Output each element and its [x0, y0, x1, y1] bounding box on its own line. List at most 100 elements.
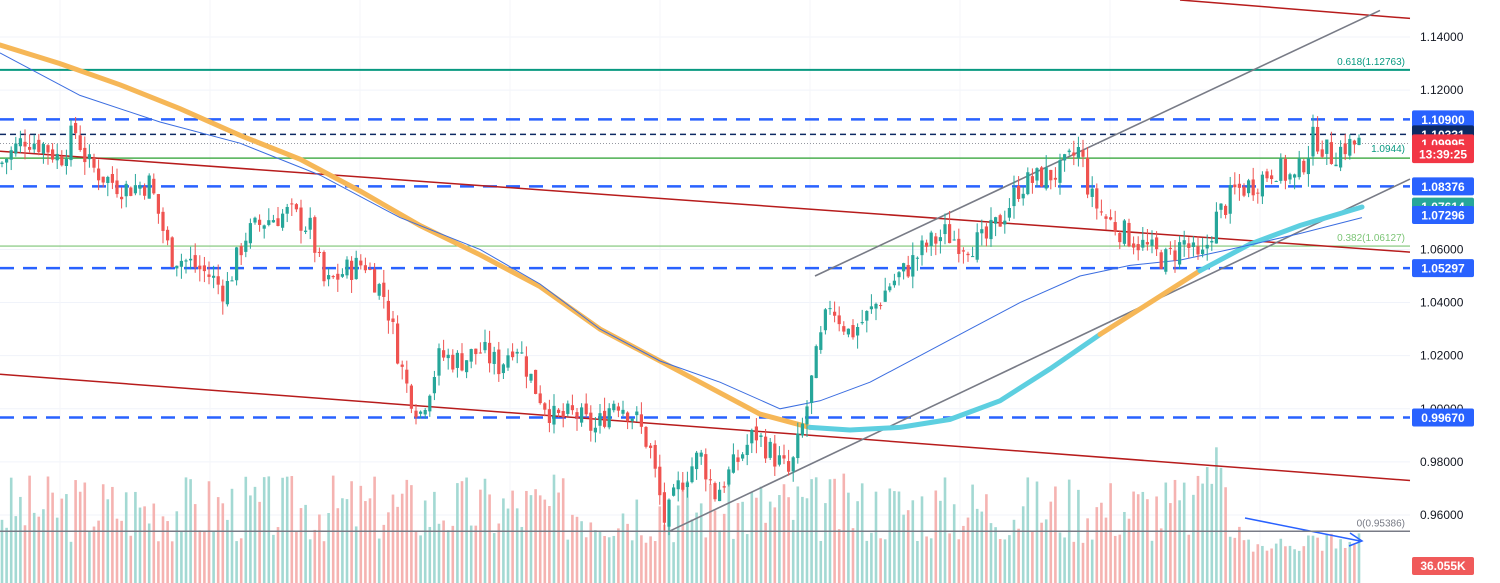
- volume-bar: [888, 488, 892, 583]
- volume-bar: [373, 476, 376, 583]
- candle-body: [1155, 237, 1159, 250]
- volume-bar: [216, 497, 220, 583]
- candle-body: [1219, 203, 1223, 210]
- candle-body: [92, 158, 96, 168]
- volume-bar: [368, 498, 372, 583]
- volume-bar: [1132, 491, 1135, 583]
- price-badge-label: 1.07296: [1421, 209, 1465, 223]
- y-tick-label: 1.06000: [1420, 242, 1464, 256]
- candle-body: [336, 273, 340, 280]
- volume-bar: [939, 500, 942, 583]
- fib-level-label: 0.618(1.12763): [1337, 57, 1405, 68]
- volume-bar: [925, 536, 928, 583]
- volume-bar: [851, 528, 855, 583]
- volume-bar: [980, 511, 984, 583]
- price-badge-label: 13:39:25: [1419, 148, 1467, 162]
- volume-bar: [1192, 494, 1195, 583]
- candle-body: [1049, 169, 1053, 181]
- candle-body: [547, 409, 551, 423]
- volume-bar: [83, 482, 87, 583]
- volume-bar: [557, 492, 560, 583]
- volume-bar: [722, 513, 726, 583]
- volume-bar: [607, 537, 611, 583]
- candle-body: [221, 285, 225, 302]
- candle-body: [975, 232, 979, 260]
- candle-body: [258, 219, 262, 225]
- volume-bar: [745, 534, 749, 583]
- volume-bar: [1224, 487, 1227, 583]
- candle-body: [78, 135, 82, 151]
- volume-bar: [603, 536, 606, 583]
- candle-body: [1072, 152, 1076, 156]
- candle-body: [1127, 222, 1131, 247]
- volume-bar: [552, 474, 556, 583]
- candle-body: [837, 315, 841, 325]
- volume-bar: [1261, 545, 1264, 583]
- candle-body: [1302, 160, 1306, 173]
- candle-body: [704, 454, 708, 480]
- volume-bar: [1169, 503, 1172, 583]
- candle-body: [791, 457, 795, 472]
- candle-body: [1003, 220, 1007, 225]
- volume-bar: [732, 538, 735, 583]
- volume-bar: [92, 526, 96, 583]
- candle-body: [478, 352, 482, 354]
- volume-bar: [465, 477, 468, 583]
- candle-body: [520, 352, 524, 354]
- volume-bar: [1104, 517, 1108, 583]
- candle-body: [400, 364, 404, 367]
- candle-body: [1104, 216, 1108, 219]
- price-axis: 1.140001.120001.060001.040001.020001.000…: [1412, 30, 1474, 575]
- volume-bar: [575, 516, 579, 583]
- volume-bar: [1003, 539, 1007, 583]
- volume-bar: [235, 541, 238, 583]
- volume-bar: [1288, 545, 1292, 583]
- candle-body: [285, 206, 289, 214]
- candle-body: [69, 125, 73, 161]
- candle-body: [1012, 187, 1016, 207]
- candle-body: [230, 280, 234, 282]
- descending-trendline-lower: [0, 373, 1411, 482]
- volume-bar: [488, 494, 491, 583]
- candle-body: [331, 276, 335, 278]
- volume-bar: [1150, 540, 1154, 583]
- candle-body: [865, 310, 869, 321]
- volume-bar: [193, 504, 197, 583]
- candle-body: [879, 305, 883, 307]
- candle-body: [156, 194, 160, 214]
- candle-body: [1343, 143, 1347, 155]
- candle-body: [810, 375, 814, 403]
- candle-body: [1145, 242, 1149, 245]
- candle-body: [354, 257, 358, 280]
- volume-bar: [1251, 551, 1255, 583]
- candle-body: [469, 349, 473, 362]
- candle-body: [1132, 243, 1136, 248]
- volume-bar: [0, 519, 4, 583]
- volume-bar: [203, 530, 206, 583]
- candle-body: [1306, 158, 1310, 175]
- volume-bar: [612, 535, 616, 583]
- candle-body: [175, 265, 179, 269]
- candle-body: [60, 156, 64, 166]
- candle-body: [961, 250, 965, 252]
- volume-bar: [727, 473, 731, 583]
- candle-body: [419, 411, 423, 414]
- candle-body: [1329, 142, 1333, 164]
- volume-bar: [474, 525, 478, 583]
- candle-body: [1187, 243, 1191, 248]
- volume-bar: [640, 535, 643, 583]
- candle-body: [363, 265, 367, 271]
- volume-bar: [713, 510, 717, 583]
- volume-bar: [957, 539, 961, 583]
- volume-bar: [676, 505, 680, 583]
- volume-bar: [258, 501, 261, 583]
- volume-bar: [502, 498, 505, 583]
- candle-body: [1136, 244, 1140, 251]
- candle-body: [1214, 211, 1218, 244]
- volume-bar: [548, 506, 551, 583]
- candle-body: [1141, 239, 1145, 248]
- volume-bar: [387, 512, 390, 583]
- candle-body: [340, 274, 344, 277]
- volume-bar: [276, 527, 280, 583]
- candle-body: [653, 444, 657, 469]
